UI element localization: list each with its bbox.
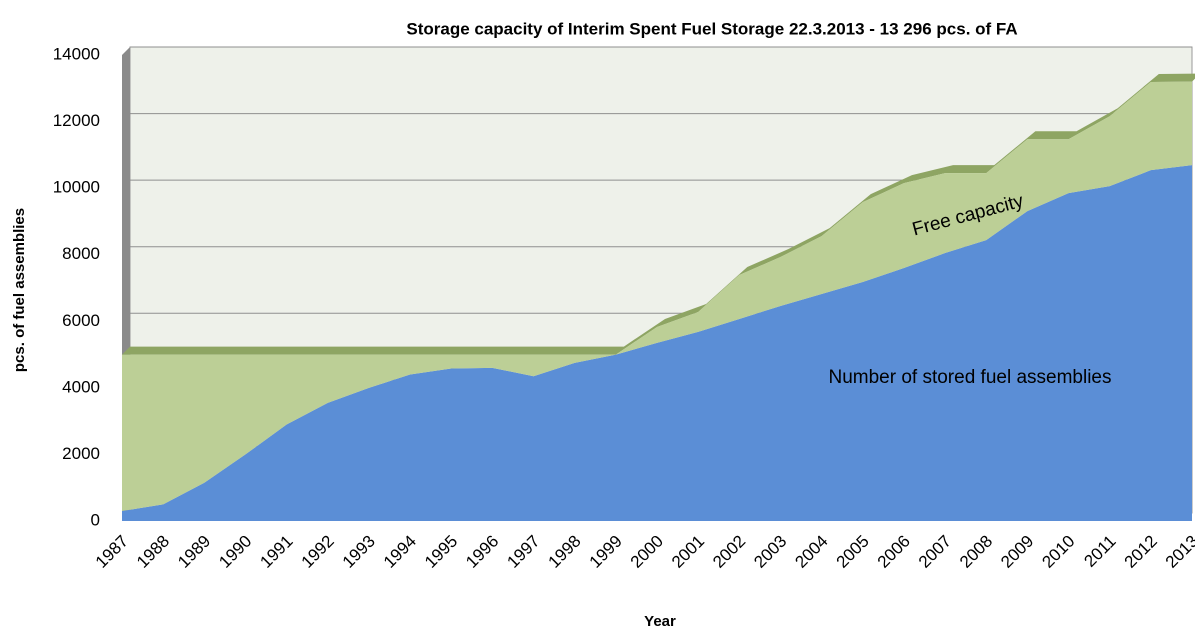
- x-tick-label: 1987: [92, 532, 132, 572]
- x-tick-label: 1995: [421, 532, 461, 572]
- x-tick-label: 1990: [215, 532, 255, 572]
- annotation: Number of stored fuel assemblies: [828, 367, 1111, 388]
- x-tick-label: 2004: [791, 532, 831, 572]
- x-tick-label: 2013: [1162, 532, 1195, 572]
- x-tick-label: 2009: [997, 532, 1037, 572]
- x-tick-label: 2012: [1121, 532, 1161, 572]
- y-tick-label: 14000: [53, 44, 100, 63]
- area: [122, 165, 1192, 521]
- y-tick-label: 2000: [62, 444, 100, 463]
- x-tick-label: 1997: [503, 532, 543, 572]
- x-tick-label: 2006: [874, 532, 914, 572]
- x-tick-label: 2003: [750, 532, 790, 572]
- chart-title: Storage capacity of Interim Spent Fuel S…: [406, 19, 1017, 38]
- x-tick-label: 1989: [174, 532, 214, 572]
- x-tick-label: 2002: [709, 532, 749, 572]
- area: [122, 81, 1192, 512]
- x-tick-label: 1998: [545, 532, 585, 572]
- x-tick-label: 1993: [339, 532, 379, 572]
- x-tick-label: 1992: [298, 532, 338, 572]
- x-tick-label: 2005: [833, 532, 873, 572]
- x-tick-label: 2007: [915, 532, 955, 572]
- x-tick-label: 2008: [956, 532, 996, 572]
- x-tick-label: 2011: [1080, 532, 1119, 571]
- y-tick-label: 4000: [62, 377, 100, 396]
- x-tick-label: 2001: [668, 532, 708, 572]
- x-axis-label: Year: [644, 613, 676, 630]
- x-tick-label: 1988: [133, 532, 173, 572]
- y-tick-label: 6000: [62, 311, 100, 330]
- y-axis-label: pcs. of fuel assemblies: [11, 208, 28, 372]
- x-tick-label: 1999: [586, 532, 626, 572]
- y-tick-label: 8000: [62, 244, 100, 263]
- x-tick-label: 2000: [627, 532, 667, 572]
- x-tick-label: 1994: [380, 532, 420, 572]
- x-tick-label: 1991: [256, 532, 296, 572]
- x-tick-label: 2010: [1038, 532, 1078, 572]
- y-tick-label: 12000: [53, 111, 100, 130]
- y-tick-label: 10000: [53, 178, 100, 197]
- y-tick-label: 0: [91, 510, 100, 529]
- x-tick-label: 1996: [462, 532, 502, 572]
